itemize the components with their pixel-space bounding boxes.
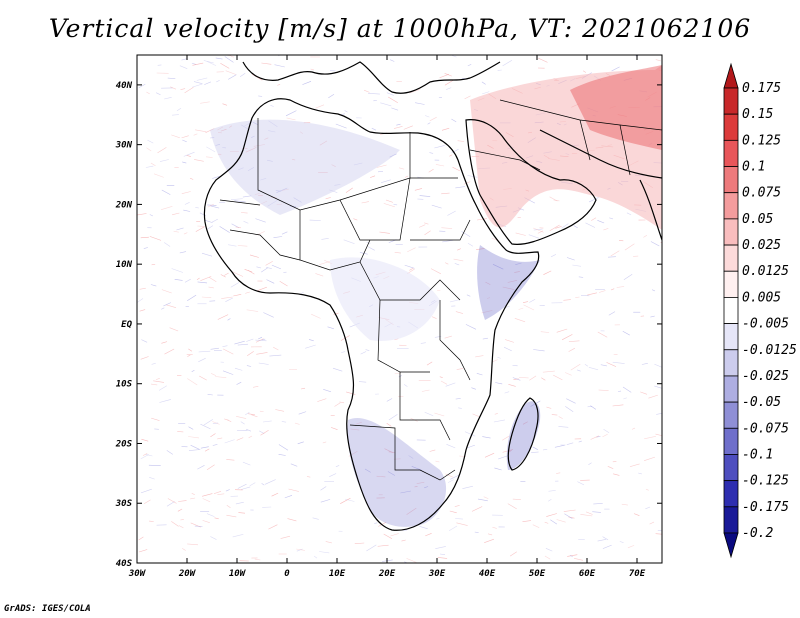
lat-labels: 40N 30N 20N 10N EQ 10S 20S 30S 40S <box>115 81 133 569</box>
colorbar-swatch <box>723 270 739 298</box>
lat-label: 40S <box>116 559 133 569</box>
colorbar-swatch <box>723 375 739 403</box>
iran-positive-zone <box>570 65 662 150</box>
europe-coastline <box>242 61 501 94</box>
lat-label: 30S <box>115 499 133 509</box>
south-africa-negative-zone <box>347 418 447 527</box>
lon-label: 40E <box>479 569 496 579</box>
colorbar-label: -0.05 <box>742 395 781 410</box>
lat-label: 10S <box>116 380 133 390</box>
colorbar-label: -0.005 <box>742 317 789 332</box>
colorbar-swatch <box>723 401 739 429</box>
colorbar-swatch <box>723 113 739 141</box>
lon-labels: 30W 20W 10W 0 10E 20E 30E 40E 50E 60E 70E <box>128 569 646 579</box>
lon-label: 30W <box>128 569 147 579</box>
colorbar-swatch <box>723 349 739 377</box>
colorbar-label: 0.025 <box>742 238 781 253</box>
arabia-coastline <box>465 119 597 245</box>
colorbar-label: -0.075 <box>742 421 789 436</box>
velocity-field <box>137 55 662 563</box>
colorbar-swatch <box>723 218 739 246</box>
sahel-negative-zone <box>210 119 400 215</box>
asia-coastline <box>539 129 662 179</box>
chart-title: Vertical velocity [m/s] at 1000hPa, VT: … <box>48 14 752 43</box>
colorbar-label: -0.125 <box>742 474 789 489</box>
colorbar-label: -0.2 <box>742 526 773 541</box>
colorbar-labels: 0.175 0.15 0.125 0.1 0.075 0.05 0.025 0.0125 0.0… <box>742 81 797 541</box>
lat-label: EQ <box>121 320 132 330</box>
colorbar-label: 0.175 <box>742 81 781 96</box>
colorbar <box>723 62 739 559</box>
colorbar-label: 0.0125 <box>742 264 789 279</box>
lon-label: 10W <box>229 569 247 579</box>
colorbar-label: 0.05 <box>742 212 773 227</box>
lat-label: 10N <box>116 260 133 270</box>
horn-negative-zone <box>477 245 540 320</box>
colorbar-swatch <box>723 62 739 89</box>
colorbar-label: -0.175 <box>742 500 789 515</box>
madagascar-negative-zone <box>506 401 541 470</box>
colorbar-label: -0.025 <box>742 369 789 384</box>
colorbar-swatch <box>723 87 739 115</box>
colorbar-swatch <box>723 192 739 220</box>
lon-label: 60E <box>579 569 596 579</box>
colorbar-label: 0.125 <box>742 133 781 148</box>
colorbar-swatch <box>723 244 739 272</box>
lon-label: 70E <box>629 569 646 579</box>
lon-label: 30E <box>428 569 446 579</box>
map-frame <box>136 54 663 564</box>
india-coastline <box>639 179 662 241</box>
colorbar-swatch <box>723 506 739 534</box>
lon-label: 20W <box>178 569 197 579</box>
coastlines <box>203 61 662 531</box>
central-africa-negative-zone <box>330 257 440 341</box>
colorbar-swatch <box>723 323 739 351</box>
africa-coastline <box>203 98 540 531</box>
lat-label: 30N <box>115 141 133 151</box>
colorbar-swatch <box>723 532 739 559</box>
colorbar-label: 0.075 <box>742 186 781 201</box>
madagascar-coastline <box>507 397 539 471</box>
lon-label: 20E <box>378 569 396 579</box>
credit-text: GrADS: IGES/COLA <box>4 604 91 614</box>
lat-label: 40N <box>116 81 133 91</box>
colorbar-swatch <box>723 166 739 194</box>
colorbar-label: 0.1 <box>742 160 765 175</box>
colorbar-label: 0.005 <box>742 290 781 305</box>
axis-ticks <box>136 55 662 564</box>
colorbar-swatch <box>723 454 739 482</box>
lon-label: 0 <box>284 569 290 579</box>
lat-label: 20N <box>115 200 133 210</box>
country-borders <box>219 99 662 481</box>
colorbar-swatch <box>723 427 739 455</box>
lon-label: 50E <box>529 569 546 579</box>
colorbar-swatch <box>723 139 739 167</box>
colorbar-swatch <box>723 480 739 508</box>
lon-label: 10E <box>329 569 346 579</box>
colorbar-label: 0.15 <box>742 107 773 122</box>
arabia-positive-zone <box>470 65 662 230</box>
colorbar-label: -0.1 <box>742 447 773 462</box>
colorbar-swatch <box>723 297 739 324</box>
lat-label: 20S <box>115 439 133 449</box>
colorbar-label: -0.0125 <box>742 343 797 358</box>
